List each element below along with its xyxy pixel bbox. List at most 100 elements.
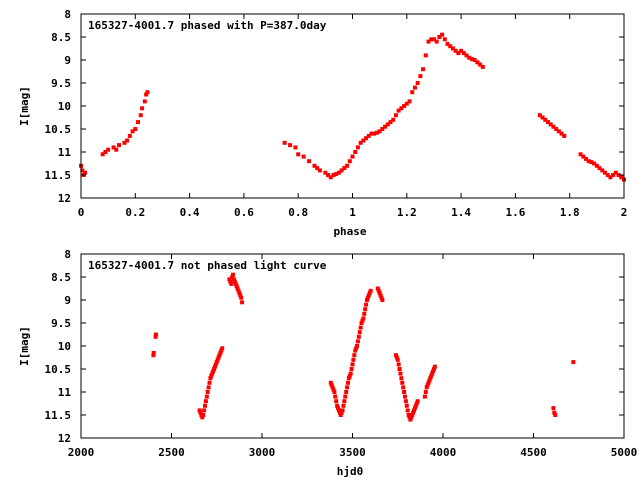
unphased-data-point bbox=[212, 367, 217, 371]
unphased-data-point bbox=[227, 277, 232, 282]
unphased-data-point bbox=[339, 410, 344, 415]
phased-data-point bbox=[336, 170, 341, 175]
unphased-data-point bbox=[340, 408, 345, 413]
phased-data-point bbox=[597, 166, 602, 171]
phased-data-point bbox=[431, 37, 436, 42]
phased-data-point bbox=[136, 120, 141, 125]
unphased-y-axis-label: I[mag] bbox=[18, 326, 31, 366]
unphased-data-point bbox=[341, 403, 346, 408]
phased-chart: 0 0.2 0.4 0.6 0.8 1 1.2 1.4 1.6 1.8 2 8 8.5 9 9.5 10 10.… bbox=[18, 8, 627, 238]
phased-y-tick-label: 8.5 bbox=[51, 31, 71, 44]
phased-data-point bbox=[369, 131, 374, 136]
unphased-ticks: 2000 2500 3000 3500 4000 4500 5000 8 8.5 9 9.5 10 10… bbox=[45, 248, 638, 459]
unphased-chart-title: 165327-4001.7 not phased light curve bbox=[88, 259, 327, 272]
unphased-data-point bbox=[429, 373, 434, 378]
phased-data-point bbox=[399, 106, 404, 111]
unphased-y-tick-label: 9 bbox=[64, 294, 71, 307]
phased-data-point bbox=[317, 168, 322, 173]
unphased-x-tick-label: 4000 bbox=[430, 446, 457, 459]
unphased-x-tick-label: 4500 bbox=[520, 446, 547, 459]
unphased-data-point bbox=[207, 380, 212, 385]
unphased-data-point bbox=[393, 353, 398, 358]
unphased-data-point bbox=[355, 339, 360, 344]
phased-data-point bbox=[554, 127, 559, 131]
unphased-data-point bbox=[208, 376, 213, 381]
unphased-x-tick-label: 3500 bbox=[339, 446, 366, 459]
phased-data-point bbox=[366, 133, 371, 138]
unphased-data-point bbox=[332, 390, 337, 394]
phased-data-point bbox=[559, 131, 564, 136]
unphased-data-point bbox=[344, 390, 349, 394]
phased-data-point bbox=[388, 120, 393, 125]
unphased-data-point bbox=[357, 330, 362, 335]
phased-data-point bbox=[331, 173, 336, 177]
unphased-data-point bbox=[415, 399, 420, 404]
unphased-data-point bbox=[352, 353, 357, 358]
unphased-x-tick-label: 5000 bbox=[611, 446, 638, 459]
unphased-data-point bbox=[426, 380, 431, 385]
unphased-data-point bbox=[345, 385, 350, 390]
phased-x-tick-label: 1.2 bbox=[397, 206, 417, 219]
phased-x-tick-label: 1.6 bbox=[505, 206, 525, 219]
phased-data-point bbox=[475, 60, 480, 65]
unphased-data-point bbox=[424, 385, 429, 390]
phased-data-point bbox=[138, 113, 143, 118]
unphased-data-point bbox=[410, 413, 415, 417]
unphased-data-point bbox=[214, 360, 219, 365]
phased-data-point bbox=[434, 39, 439, 44]
phased-data-point bbox=[342, 166, 347, 171]
phased-data-point bbox=[423, 53, 428, 58]
phased-data-point bbox=[339, 168, 344, 173]
unphased-data-point bbox=[402, 394, 407, 399]
phased-data-point bbox=[537, 113, 542, 118]
unphased-data-point bbox=[234, 284, 239, 289]
phased-data-point bbox=[293, 145, 298, 150]
phased-data-point bbox=[478, 62, 483, 67]
unphased-data-point bbox=[238, 293, 243, 298]
unphased-y-tick-label: 8 bbox=[64, 248, 71, 261]
unphased-data-point bbox=[361, 316, 366, 321]
phased-y-axis-label: I[mag] bbox=[18, 86, 31, 126]
phased-x-tick-label: 1.8 bbox=[560, 206, 580, 219]
unphased-data-point bbox=[348, 371, 353, 376]
unphased-data-point bbox=[212, 364, 217, 369]
unphased-plot-frame bbox=[80, 253, 625, 439]
phased-data-point bbox=[469, 57, 474, 62]
unphased-data-point bbox=[205, 390, 210, 394]
phased-data-point bbox=[581, 154, 586, 159]
phased-data-point bbox=[315, 166, 320, 171]
unphased-data-point bbox=[216, 355, 221, 360]
unphased-data-point bbox=[203, 399, 208, 404]
unphased-data-point bbox=[405, 408, 410, 413]
unphased-data-point bbox=[406, 413, 411, 417]
unphased-data-point bbox=[364, 302, 369, 307]
unphased-data-point bbox=[363, 307, 368, 312]
phased-data-point bbox=[548, 122, 553, 127]
phased-y-tick-label: 8 bbox=[64, 8, 71, 21]
phased-data-point bbox=[103, 150, 108, 154]
phased-data-point bbox=[144, 92, 149, 97]
phased-x-tick-label: 1 bbox=[349, 206, 356, 219]
phased-data-point bbox=[545, 120, 550, 125]
unphased-data-point bbox=[571, 360, 576, 365]
unphased-data-point bbox=[218, 350, 223, 355]
phased-data-point bbox=[106, 147, 111, 152]
phased-data-point bbox=[445, 41, 450, 46]
unphased-data-point bbox=[217, 353, 222, 358]
phased-data-point bbox=[140, 106, 145, 111]
unphased-data-point bbox=[360, 318, 365, 323]
unphased-y-tick-label: 11 bbox=[58, 386, 72, 399]
phased-data-point bbox=[380, 127, 385, 131]
unphased-data-point bbox=[151, 350, 156, 355]
phased-data-point bbox=[429, 37, 434, 42]
phased-y-tick-label: 11.5 bbox=[45, 169, 72, 182]
unphased-x-axis-label: hjd0 bbox=[337, 465, 364, 478]
phased-points bbox=[79, 32, 626, 182]
unphased-y-tick-label: 10.5 bbox=[45, 363, 72, 376]
phased-chart-title: 165327-4001.7 phased with P=387.0day bbox=[88, 19, 327, 32]
phased-data-point bbox=[358, 140, 363, 145]
phased-data-point bbox=[364, 136, 369, 141]
phased-data-point bbox=[592, 161, 597, 166]
unphased-data-point bbox=[331, 387, 336, 392]
